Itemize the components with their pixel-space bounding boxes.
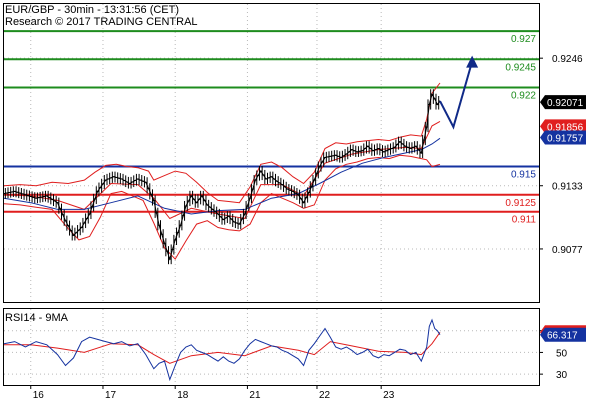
x-axis-label: 16 xyxy=(33,390,45,400)
chart-header-line2: Research © 2017 TRADING CENTRAL xyxy=(5,16,198,28)
price-axis-label: 0.9077 xyxy=(552,245,583,256)
support-resistance-levels: 0.927 0.9245 0.922 0.915 0.9125 0.911 xyxy=(4,30,539,226)
price-series xyxy=(3,89,441,265)
projection-path xyxy=(439,61,474,130)
rsi-badge xyxy=(540,327,586,342)
price-badge-label: 0.91856 xyxy=(547,122,584,133)
x-axis-label: 21 xyxy=(249,390,261,400)
rsi-ma-line xyxy=(4,332,441,364)
rsi-panel-frame xyxy=(3,308,540,386)
price-panel-frame xyxy=(3,3,540,303)
rsi-axis: 30507068.543166.317 xyxy=(539,325,586,381)
x-axis-label: 17 xyxy=(105,390,117,400)
rsi-axis-label: 50 xyxy=(556,348,568,359)
level-label: 0.9125 xyxy=(505,198,536,209)
price-grid xyxy=(4,4,539,302)
price-badge xyxy=(540,130,586,145)
price-badge xyxy=(540,95,586,110)
projection-arrow xyxy=(439,55,479,130)
price-badge-label: 0.91757 xyxy=(547,134,584,145)
rsi-lines xyxy=(3,318,441,382)
price-axis-label: 0.9133 xyxy=(552,182,583,193)
level-label: 0.915 xyxy=(511,170,536,181)
rsi-axis-label: 30 xyxy=(556,370,568,381)
level-label: 0.911 xyxy=(512,215,537,226)
moving-average-line xyxy=(3,137,441,215)
x-axis-label: 22 xyxy=(319,390,331,400)
level-label: 0.922 xyxy=(511,91,536,102)
rsi-badge-label: 66.317 xyxy=(547,331,578,342)
price-axis-label: 0.9246 xyxy=(552,54,583,65)
price-badge-label: 0.92071 xyxy=(547,98,584,109)
rsi-panel-title: RSI14 - 9MA xyxy=(5,312,69,324)
x-axis: 16 17 18 21 22 23 xyxy=(30,385,395,400)
rsi-line xyxy=(3,318,441,382)
level-label: 0.927 xyxy=(511,34,536,45)
x-axis-label: 23 xyxy=(383,390,395,400)
level-label: 0.9245 xyxy=(505,62,536,73)
price-close-line xyxy=(3,93,441,261)
price-badge xyxy=(540,119,586,134)
rsi-grid xyxy=(4,309,539,385)
x-axis-label: 18 xyxy=(177,390,189,400)
projection-arrowhead xyxy=(466,55,479,68)
bollinger-upper-band xyxy=(3,82,441,204)
chart-header-line1: EUR/GBP - 30min - 13:31:56 (CET) xyxy=(5,4,179,16)
